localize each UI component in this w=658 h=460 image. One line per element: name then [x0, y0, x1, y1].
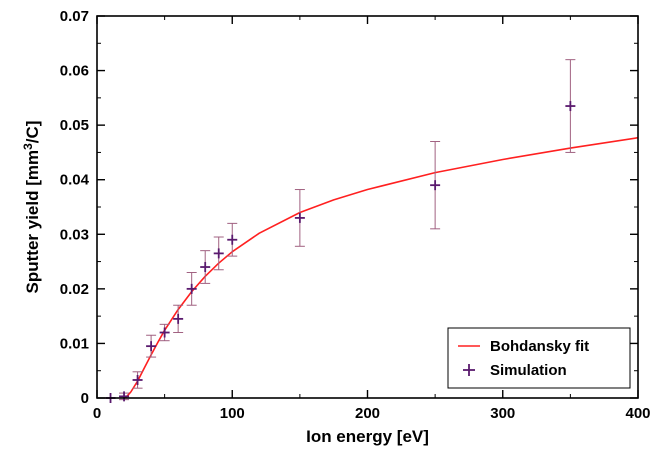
y-tick-label: 0.07 — [60, 8, 89, 25]
y-axis-title-pre: Sputter yield [mm — [23, 150, 42, 294]
simulation-point — [173, 304, 184, 334]
legend-fit-label: Bohdansky fit — [490, 338, 589, 355]
y-tick-label: 0 — [81, 390, 89, 407]
axes-layer: 0 100 200 300 400 0 0.01 0.02 0.03 0.04 0.05 0.06 0.… — [60, 8, 651, 422]
legend-box — [447, 327, 631, 389]
simulation-point — [159, 323, 170, 342]
x-tick-label: 400 — [625, 405, 650, 422]
points-layer — [105, 59, 576, 403]
y-tick-label: 0.06 — [60, 63, 89, 80]
y-axis-title-sup: 3 — [21, 143, 35, 150]
legend: Bohdansky fit Simulation — [447, 327, 631, 389]
y-tick-label: 0.03 — [60, 226, 89, 243]
y-tick-label: 0.05 — [60, 117, 89, 134]
x-tick-label: 100 — [220, 405, 245, 422]
y-tick-label: 0.02 — [60, 281, 89, 298]
simulation-point — [294, 189, 305, 247]
simulation-point — [200, 250, 211, 284]
legend-simulation-label: Simulation — [490, 362, 567, 379]
x-tick-label: 200 — [355, 405, 380, 422]
simulation-point — [119, 391, 130, 402]
y-tick-label: 0.04 — [60, 172, 90, 189]
y-axis-title-post: /C] — [23, 121, 42, 144]
simulation-point — [565, 59, 576, 153]
x-tick-label: 0 — [93, 405, 101, 422]
simulation-point — [430, 141, 441, 230]
x-axis-title: Ion energy [eV] — [306, 427, 429, 446]
simulation-point — [132, 371, 143, 389]
y-axis-title: Sputter yield [mm3/C] — [21, 121, 42, 294]
simulation-point — [186, 271, 197, 306]
legend-simulation-swatch — [463, 364, 475, 376]
x-tick-label: 300 — [490, 405, 515, 422]
simulation-point — [146, 334, 157, 358]
simulation-point — [227, 222, 238, 257]
y-tick-label: 0.01 — [60, 335, 89, 352]
plot-frame — [96, 15, 639, 399]
simulation-point — [213, 236, 224, 271]
